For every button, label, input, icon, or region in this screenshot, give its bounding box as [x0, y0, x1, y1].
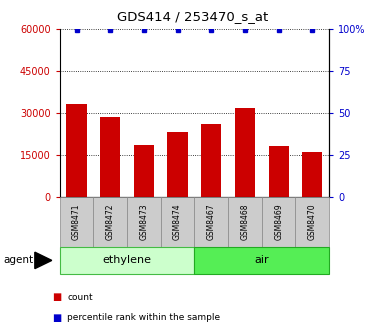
- Text: GSM8471: GSM8471: [72, 204, 81, 240]
- Text: GSM8469: GSM8469: [274, 203, 283, 240]
- Bar: [194, 197, 228, 247]
- Bar: [235, 109, 255, 197]
- Text: ethylene: ethylene: [102, 255, 152, 265]
- Bar: [93, 197, 127, 247]
- Text: GSM8474: GSM8474: [173, 203, 182, 240]
- Bar: [269, 146, 289, 197]
- Bar: [100, 117, 120, 197]
- Text: air: air: [254, 255, 269, 265]
- Bar: [262, 197, 296, 247]
- Bar: [66, 104, 87, 197]
- Polygon shape: [35, 252, 52, 269]
- Bar: [167, 132, 188, 197]
- Text: GSM8470: GSM8470: [308, 203, 317, 240]
- Bar: [194, 247, 329, 274]
- Bar: [60, 247, 194, 274]
- Text: GSM8473: GSM8473: [139, 203, 148, 240]
- Text: GSM8468: GSM8468: [241, 204, 249, 240]
- Text: ■: ■: [52, 292, 61, 302]
- Bar: [134, 145, 154, 197]
- Bar: [296, 197, 329, 247]
- Text: GSM8472: GSM8472: [106, 204, 115, 240]
- Bar: [201, 124, 221, 197]
- Bar: [228, 197, 262, 247]
- Text: GDS414 / 253470_s_at: GDS414 / 253470_s_at: [117, 10, 268, 23]
- Bar: [60, 197, 93, 247]
- Text: GSM8467: GSM8467: [207, 203, 216, 240]
- Text: agent: agent: [4, 255, 34, 265]
- Bar: [161, 197, 194, 247]
- Text: ■: ■: [52, 312, 61, 323]
- Text: percentile rank within the sample: percentile rank within the sample: [67, 313, 221, 322]
- Bar: [302, 152, 323, 197]
- Text: count: count: [67, 293, 93, 302]
- Bar: [127, 197, 161, 247]
